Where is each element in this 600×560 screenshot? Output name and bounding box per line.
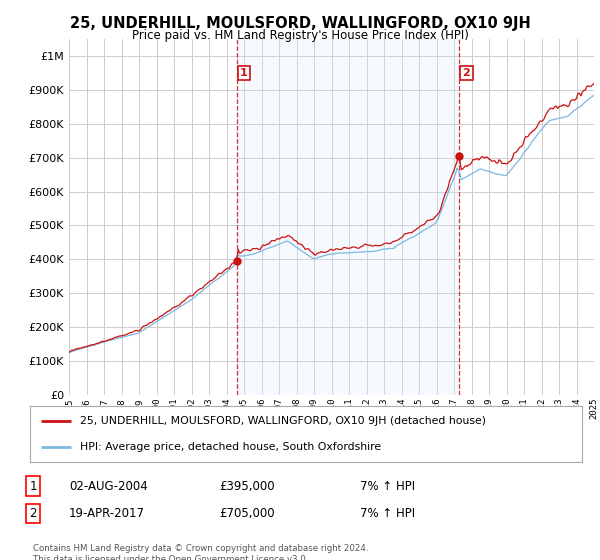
Text: £705,000: £705,000 <box>219 507 275 520</box>
Bar <box>236 39 459 395</box>
Text: £395,000: £395,000 <box>219 479 275 493</box>
Text: 25, UNDERHILL, MOULSFORD, WALLINGFORD, OX10 9JH: 25, UNDERHILL, MOULSFORD, WALLINGFORD, O… <box>70 16 530 31</box>
Text: 7% ↑ HPI: 7% ↑ HPI <box>360 479 415 493</box>
Text: Price paid vs. HM Land Registry's House Price Index (HPI): Price paid vs. HM Land Registry's House … <box>131 29 469 42</box>
Text: 02-AUG-2004: 02-AUG-2004 <box>69 479 148 493</box>
Text: HPI: Average price, detached house, South Oxfordshire: HPI: Average price, detached house, Sout… <box>80 442 381 452</box>
Text: 19-APR-2017: 19-APR-2017 <box>69 507 145 520</box>
Text: 25, UNDERHILL, MOULSFORD, WALLINGFORD, OX10 9JH (detached house): 25, UNDERHILL, MOULSFORD, WALLINGFORD, O… <box>80 416 485 426</box>
Text: 1: 1 <box>240 68 248 78</box>
Text: 1: 1 <box>29 479 37 493</box>
Text: Contains HM Land Registry data © Crown copyright and database right 2024.
This d: Contains HM Land Registry data © Crown c… <box>33 544 368 560</box>
Text: 2: 2 <box>29 507 37 520</box>
Text: 7% ↑ HPI: 7% ↑ HPI <box>360 507 415 520</box>
Text: 2: 2 <box>463 68 470 78</box>
